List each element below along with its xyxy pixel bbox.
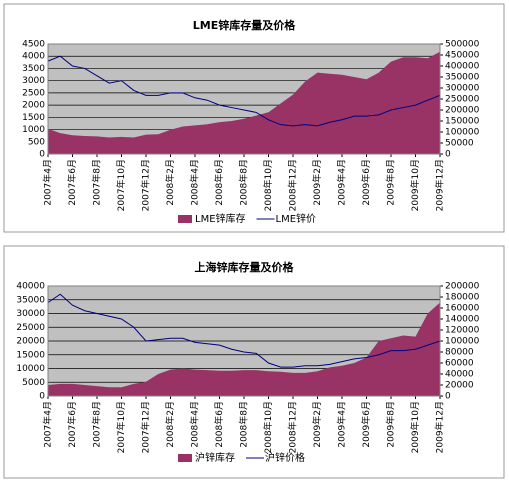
x-tick-label: 2007年4月 [42, 159, 54, 206]
legend-label: LME锌库存 [195, 212, 246, 225]
y2-tick-label: 140000 [445, 315, 480, 325]
y2-tick-label: 400000 [445, 62, 480, 72]
y-tick-label: 1500 [22, 113, 45, 123]
x-tick-label: 2007年10月 [115, 401, 127, 453]
x-tick-label: 2008年12月 [287, 401, 299, 453]
area [48, 51, 440, 155]
x-tick-label: 2007年8月 [91, 159, 103, 206]
x-tick-label: 2007年10月 [115, 159, 127, 211]
y-tick-label: 10000 [16, 364, 45, 374]
y2-tick-label: 150000 [445, 117, 480, 127]
y-tick-label: 2500 [22, 88, 45, 98]
x-tick-label: 2007年4月 [42, 401, 54, 448]
x-tick-label: 2008年10月 [262, 401, 274, 453]
y-tick-label: 3000 [22, 76, 45, 86]
legend-label: 沪锌价格 [265, 451, 305, 464]
plot-border [47, 43, 441, 155]
y-tick-label: 4000 [22, 52, 45, 62]
x-tick-label: 2009年2月 [311, 159, 323, 206]
y-tick-label: 20000 [16, 337, 45, 347]
chart-title: 上海锌库存量及价格 [195, 260, 295, 274]
x-tick-label: 2007年6月 [66, 159, 78, 206]
y2-tick-label: 20000 [445, 381, 474, 391]
x-tick-label: 2008年8月 [238, 159, 250, 206]
y2-tick-label: 120000 [445, 326, 480, 336]
x-tick-label: 2009年4月 [336, 159, 348, 206]
y2-tick-label: 0 [445, 150, 451, 160]
y2-tick-label: 80000 [445, 348, 474, 358]
y-tick-label: 3500 [22, 64, 45, 74]
y-tick-label: 0 [39, 392, 45, 402]
x-tick-label: 2008年6月 [213, 401, 225, 448]
line [47, 293, 441, 368]
x-tick-label: 2009年8月 [385, 159, 397, 206]
y-tick-label: 2000 [22, 101, 45, 111]
x-tick-label: 2008年4月 [189, 159, 201, 206]
x-tick-label: 2008年10月 [262, 159, 274, 211]
legend-label: LME锌价 [276, 212, 317, 225]
y2-tick-label: 60000 [445, 359, 474, 369]
y2-tick-label: 200000 [445, 282, 480, 292]
x-tick-label: 2009年6月 [360, 159, 372, 206]
y2-tick-label: 450000 [445, 51, 480, 61]
x-tick-label: 2008年2月 [164, 401, 176, 448]
y2-tick-label: 350000 [445, 73, 480, 83]
x-tick-label: 2009年4月 [336, 401, 348, 448]
plot-border [47, 285, 441, 397]
y2-tick-label: 50000 [445, 139, 474, 149]
y2-tick-label: 180000 [445, 293, 480, 303]
x-tick-label: 2007年12月 [140, 401, 152, 453]
y-tick-label: 30000 [16, 309, 45, 319]
x-tick-label: 2009年8月 [385, 401, 397, 448]
x-tick-label: 2009年6月 [360, 401, 372, 448]
x-tick-label: 2009年12月 [434, 401, 446, 453]
chart-title: LME锌库存量及价格 [193, 18, 296, 32]
y2-tick-label: 200000 [445, 106, 480, 116]
y2-tick-label: 40000 [445, 370, 474, 380]
x-tick-label: 2008年6月 [213, 159, 225, 206]
x-tick-label: 2008年8月 [238, 401, 250, 448]
y2-tick-label: 500000 [445, 40, 480, 50]
y2-tick-label: 250000 [445, 95, 480, 105]
y-tick-label: 15000 [16, 350, 45, 360]
y-tick-label: 5000 [22, 378, 45, 388]
line [47, 55, 441, 127]
x-tick-label: 2009年2月 [311, 401, 323, 448]
y2-tick-label: 0 [445, 392, 451, 402]
x-tick-label: 2009年10月 [409, 401, 421, 453]
y2-tick-label: 100000 [445, 128, 480, 138]
x-tick-label: 2008年12月 [287, 159, 299, 211]
x-tick-label: 2008年2月 [164, 159, 176, 206]
y-tick-label: 25000 [16, 323, 45, 333]
y-tick-label: 0 [39, 150, 45, 160]
y-tick-label: 35000 [16, 295, 45, 305]
y-tick-label: 40000 [16, 282, 45, 292]
legend-swatch [178, 215, 192, 223]
x-tick-label: 2008年4月 [189, 401, 201, 448]
y-tick-label: 500 [28, 137, 45, 147]
x-tick-label: 2009年10月 [409, 159, 421, 211]
x-tick-label: 2009年12月 [434, 159, 446, 211]
y-tick-label: 1000 [22, 125, 45, 135]
y2-tick-label: 160000 [445, 304, 480, 314]
legend-swatch [178, 454, 192, 462]
x-tick-label: 2007年6月 [66, 401, 78, 448]
x-tick-label: 2007年12月 [140, 159, 152, 211]
area [48, 302, 440, 396]
y2-tick-label: 300000 [445, 84, 480, 94]
x-tick-label: 2007年8月 [91, 401, 103, 448]
legend-label: 沪锌库存 [195, 451, 235, 464]
y-tick-label: 4500 [22, 40, 45, 50]
y2-tick-label: 100000 [445, 337, 480, 347]
